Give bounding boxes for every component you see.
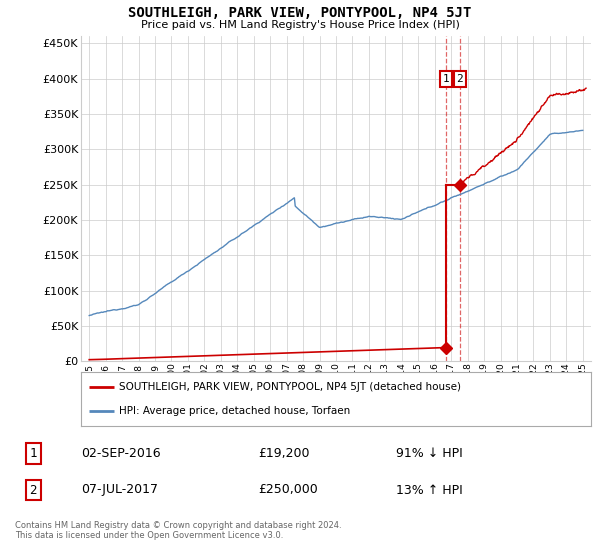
Text: 07-JUL-2017: 07-JUL-2017 (81, 483, 158, 497)
Text: SOUTHLEIGH, PARK VIEW, PONTYPOOL, NP4 5JT: SOUTHLEIGH, PARK VIEW, PONTYPOOL, NP4 5J… (128, 6, 472, 20)
Text: 1: 1 (442, 74, 449, 84)
Text: HPI: Average price, detached house, Torfaen: HPI: Average price, detached house, Torf… (119, 406, 350, 416)
Text: 1: 1 (29, 447, 37, 460)
Text: 2: 2 (29, 483, 37, 497)
Text: 02-SEP-2016: 02-SEP-2016 (81, 447, 161, 460)
Text: Price paid vs. HM Land Registry's House Price Index (HPI): Price paid vs. HM Land Registry's House … (140, 20, 460, 30)
Text: 91% ↓ HPI: 91% ↓ HPI (396, 447, 463, 460)
Text: £250,000: £250,000 (258, 483, 318, 497)
Text: £19,200: £19,200 (258, 447, 310, 460)
Text: Contains HM Land Registry data © Crown copyright and database right 2024.
This d: Contains HM Land Registry data © Crown c… (15, 521, 341, 540)
Text: SOUTHLEIGH, PARK VIEW, PONTYPOOL, NP4 5JT (detached house): SOUTHLEIGH, PARK VIEW, PONTYPOOL, NP4 5J… (119, 382, 461, 392)
Text: 2: 2 (457, 74, 463, 84)
Text: 13% ↑ HPI: 13% ↑ HPI (396, 483, 463, 497)
